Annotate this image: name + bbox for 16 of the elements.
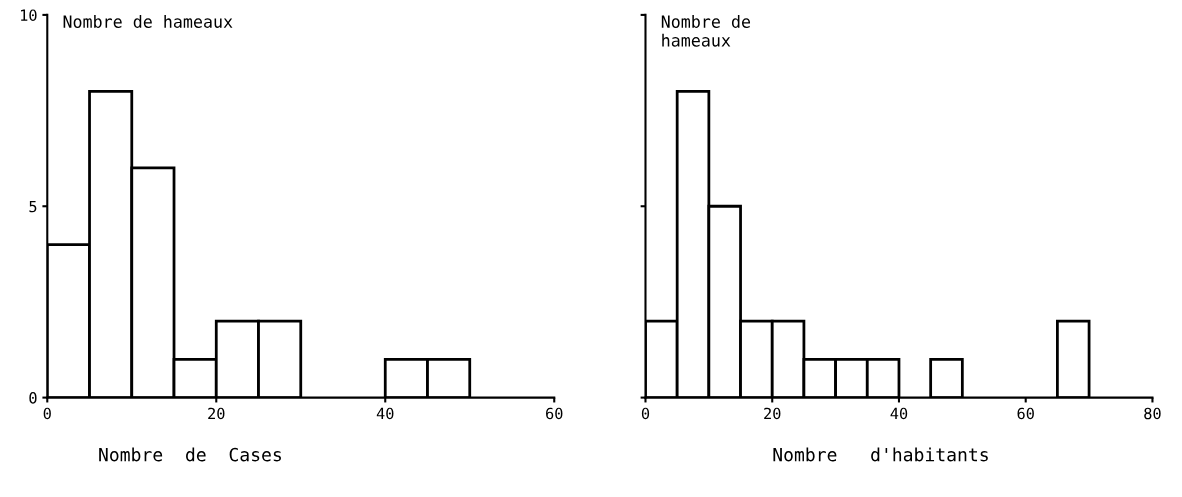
y-tick-label: 10 [21,9,37,21]
x-axis-title: Nombre d'habitants [773,447,988,462]
x-tick-label: 60 [546,407,563,420]
y-tick-label: 5 [29,200,37,213]
y-tick-label: 0 [29,392,37,404]
x-tick-label: 20 [208,407,225,420]
x-tick-label: 0 [43,407,51,420]
x-axis-title: Nombre de Cases [99,447,281,462]
x-tick-label: 60 [1017,407,1034,420]
x-tick-label: 20 [764,407,781,420]
x-tick-label: 40 [376,407,394,420]
x-tick-label: 80 [1144,407,1161,420]
x-tick-label: 0 [641,407,650,420]
y-axis-title: Nombre de hameaux [661,15,751,47]
y-axis-title: Nombre de hameaux [63,15,233,28]
x-tick-label: 40 [890,407,908,420]
